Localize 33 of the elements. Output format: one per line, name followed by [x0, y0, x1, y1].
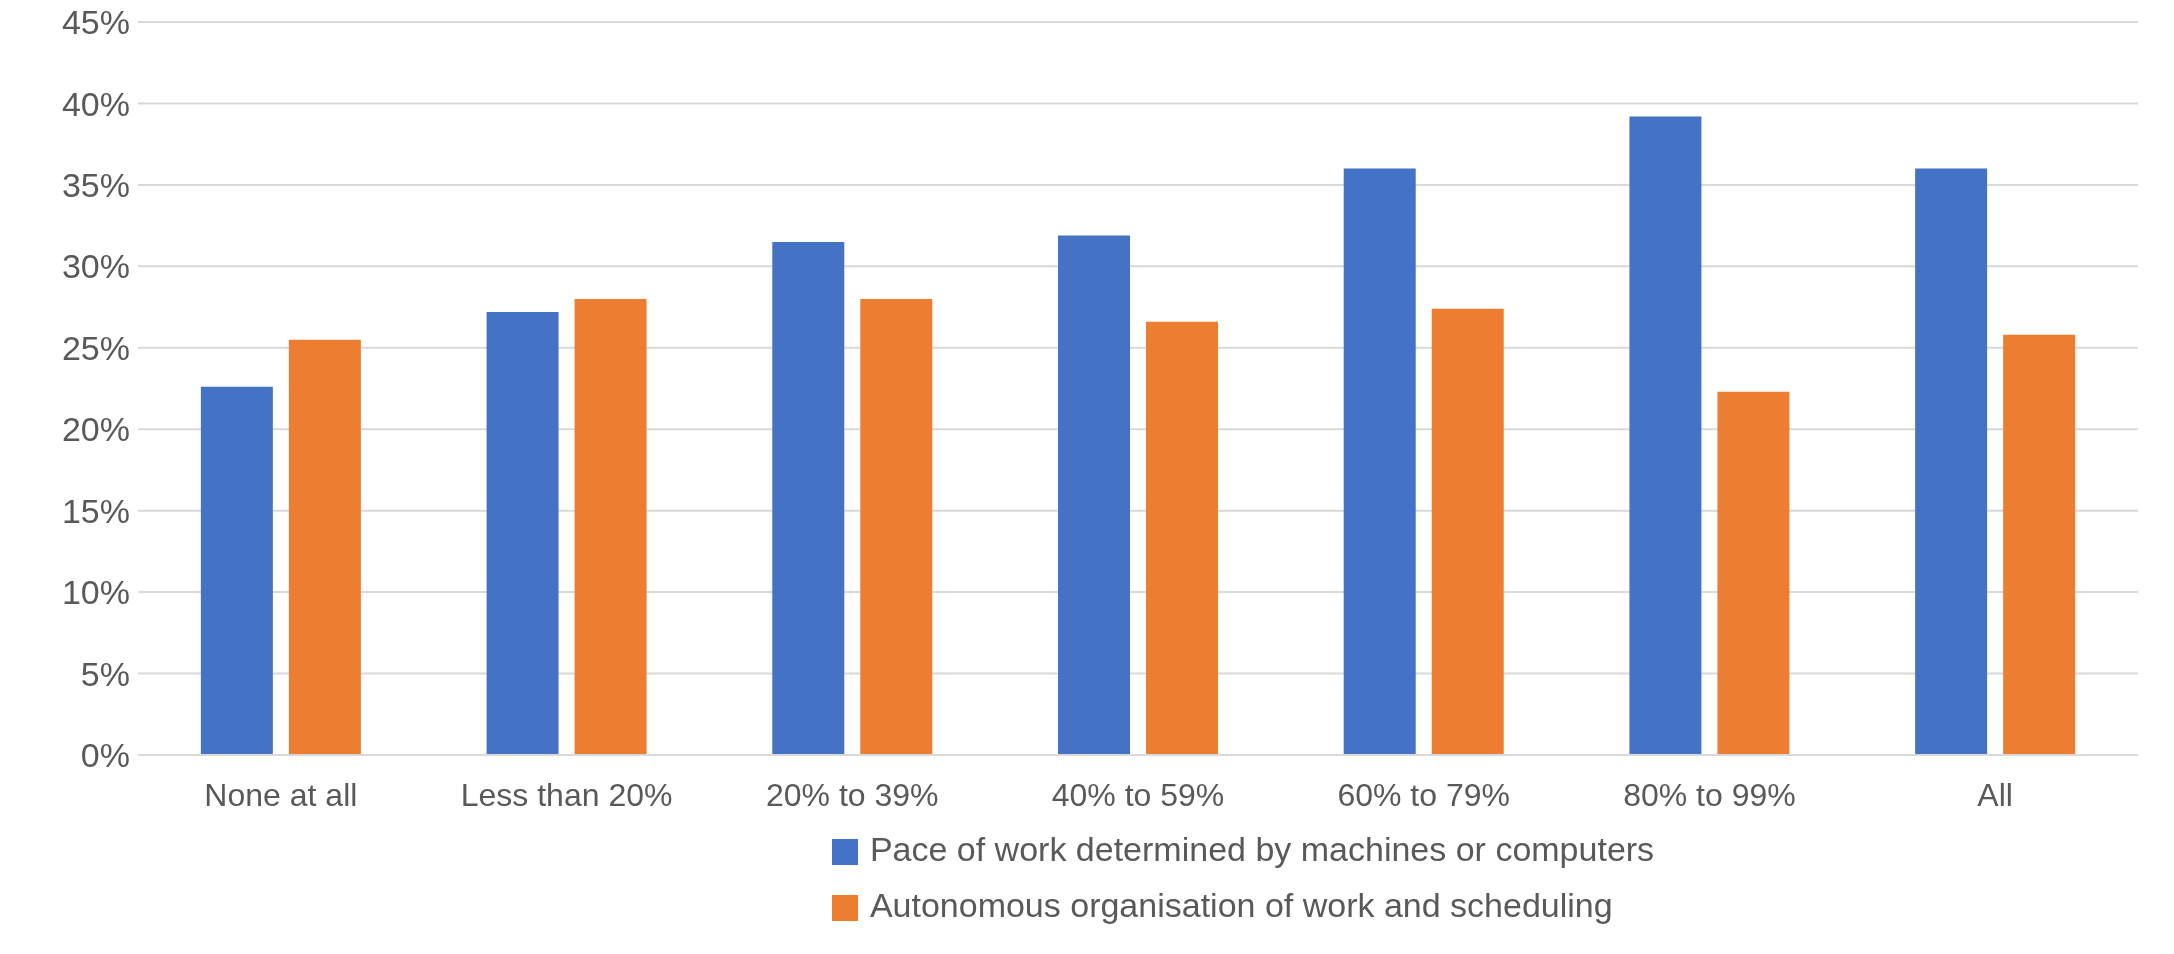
bar — [1431, 308, 1504, 755]
bar — [2003, 334, 2076, 755]
x-tick-label: All — [1977, 776, 2013, 813]
y-tick-label: 20% — [61, 410, 130, 449]
bar — [1717, 391, 1790, 755]
bar — [860, 298, 933, 755]
bar — [1629, 116, 1702, 755]
y-tick-label: 25% — [61, 328, 130, 367]
bar — [1343, 168, 1416, 755]
y-tick-label: 0% — [80, 736, 130, 775]
x-tick-label: 20% to 39% — [766, 776, 939, 813]
bar — [1915, 168, 1988, 755]
x-tick-label: 80% to 99% — [1623, 776, 1796, 813]
bar — [574, 298, 647, 755]
y-tick-label: 35% — [61, 165, 130, 204]
y-tick-label: 10% — [61, 573, 130, 612]
bar — [486, 311, 559, 755]
bar — [1058, 235, 1130, 755]
x-tick-label: None at all — [204, 776, 358, 813]
x-tick-label: Less than 20% — [460, 776, 673, 813]
y-tick-label: 30% — [61, 247, 130, 286]
bar — [1146, 321, 1218, 755]
bar — [288, 339, 361, 755]
bar — [200, 386, 273, 755]
y-tick-label: 15% — [61, 491, 130, 530]
bar — [772, 241, 845, 755]
x-tick-label: 40% to 59% — [1051, 776, 1225, 813]
x-tick-label: 60% to 79% — [1337, 776, 1510, 813]
legend-label: Pace of work determined by machines or computers — [869, 830, 1655, 868]
y-tick-label: 40% — [61, 84, 130, 123]
legend-label: Autonomous organisation of work and scheduling — [869, 886, 1613, 924]
y-tick-label: 45% — [61, 3, 130, 42]
y-tick-label: 5% — [80, 654, 130, 693]
